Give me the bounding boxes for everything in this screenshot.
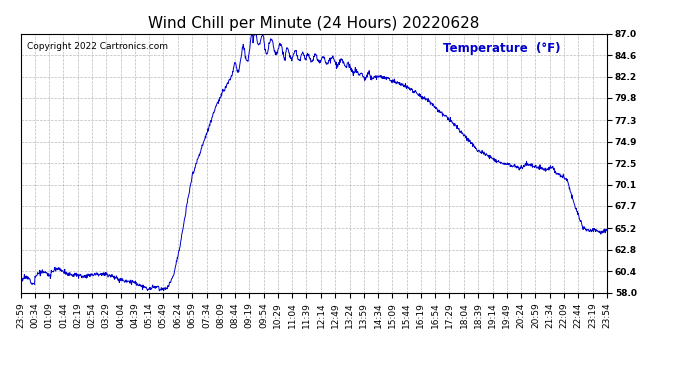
Text: Temperature  (°F): Temperature (°F) bbox=[443, 42, 560, 54]
Title: Wind Chill per Minute (24 Hours) 20220628: Wind Chill per Minute (24 Hours) 2022062… bbox=[148, 16, 480, 31]
Text: Copyright 2022 Cartronics.com: Copyright 2022 Cartronics.com bbox=[26, 42, 168, 51]
